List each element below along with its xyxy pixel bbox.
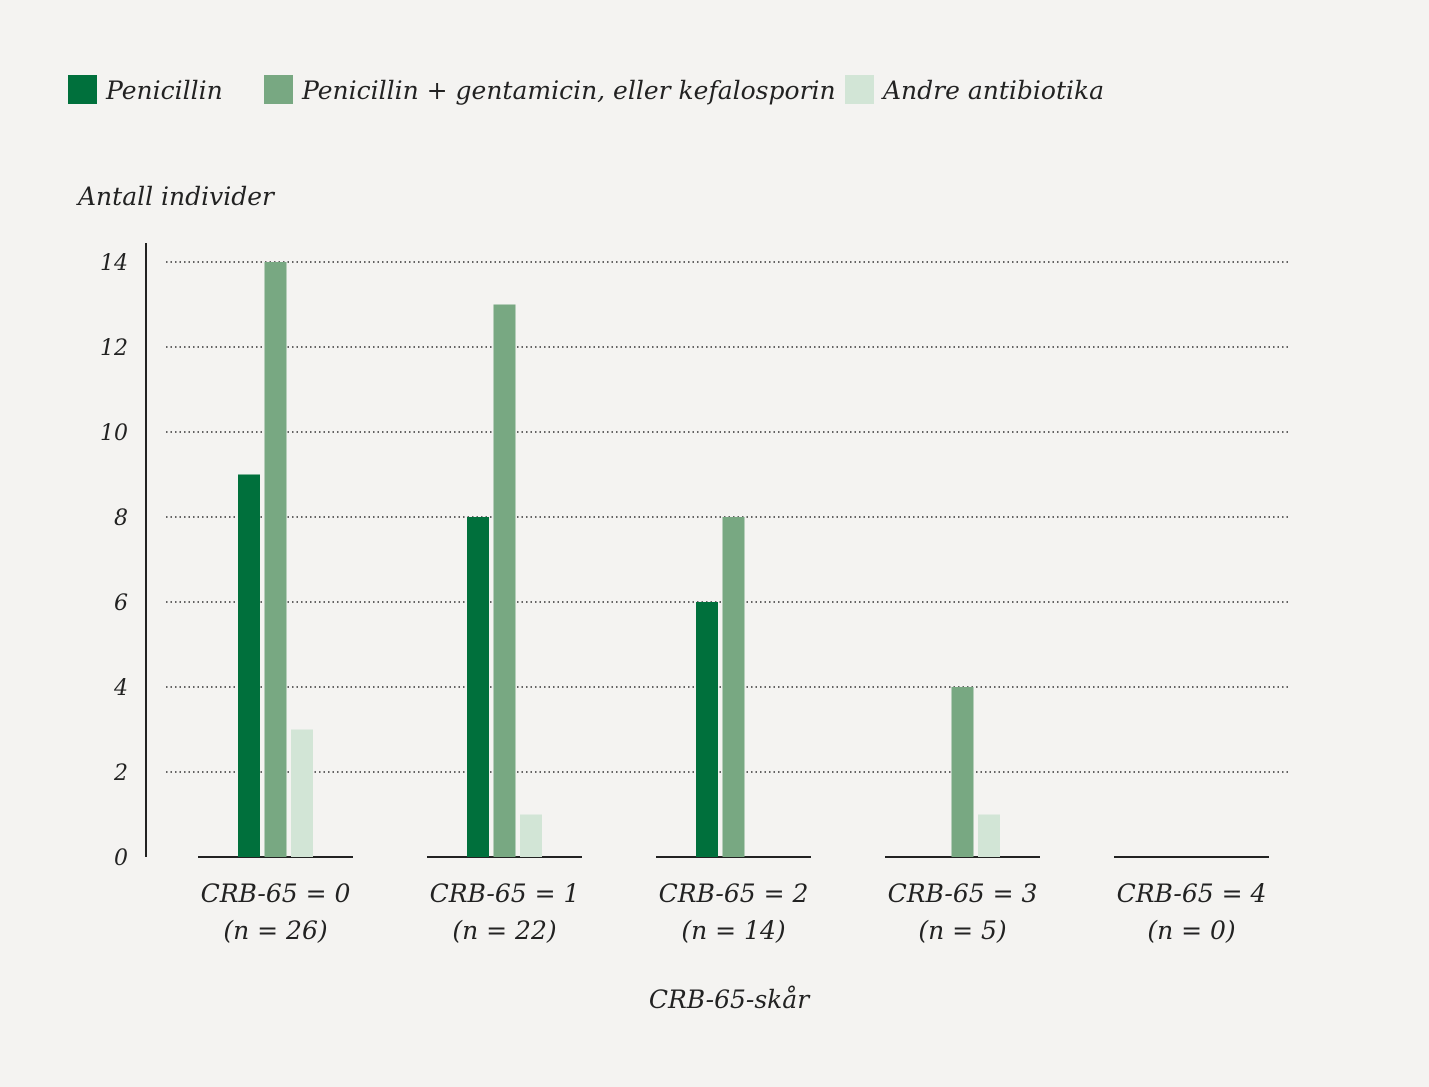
y-tick-label: 4	[113, 676, 128, 701]
x-tick-label: CRB-65 = 4	[1117, 879, 1267, 908]
x-axis-label: CRB-65-skår	[649, 985, 811, 1014]
legend-label: Andre antibiotika	[881, 76, 1104, 105]
y-tick-label: 8	[114, 506, 128, 531]
bar	[951, 687, 974, 857]
x-tick-sublabel: (n = 0)	[1147, 916, 1235, 945]
x-tick-sublabel: (n = 5)	[918, 916, 1006, 945]
legend-swatch	[68, 75, 97, 104]
legend-label: Penicillin	[105, 76, 223, 105]
legend-swatch	[264, 75, 293, 104]
bar	[978, 814, 1000, 857]
y-tick-label: 14	[100, 251, 128, 276]
bar	[722, 517, 745, 857]
bar	[238, 474, 260, 857]
x-tick-label: CRB-65 = 3	[888, 879, 1038, 908]
y-tick-label: 2	[113, 761, 128, 786]
x-tick-sublabel: (n = 22)	[452, 916, 556, 945]
y-tick-label: 12	[100, 336, 128, 361]
bar	[696, 602, 718, 857]
bar	[493, 304, 516, 857]
bar	[264, 262, 287, 857]
x-tick-sublabel: (n = 26)	[223, 916, 327, 945]
y-tick-label: 0	[114, 846, 128, 871]
bar	[520, 814, 542, 857]
x-tick-label: CRB-65 = 0	[201, 879, 351, 908]
bar	[467, 517, 489, 857]
x-tick-label: CRB-65 = 2	[659, 879, 809, 908]
x-tick-sublabel: (n = 14)	[681, 916, 785, 945]
x-tick-label: CRB-65 = 1	[430, 879, 580, 908]
y-axis-label: Antall individer	[76, 182, 276, 211]
legend: Penicillin Penicillin + gentamicin, eller…	[68, 75, 1104, 105]
bar	[291, 729, 313, 857]
y-tick-label: 6	[114, 591, 128, 616]
legend-label: Penicillin + gentamicin, eller kefalospo…	[301, 76, 836, 105]
y-tick-label: 10	[100, 421, 128, 446]
legend-swatch	[845, 75, 874, 104]
